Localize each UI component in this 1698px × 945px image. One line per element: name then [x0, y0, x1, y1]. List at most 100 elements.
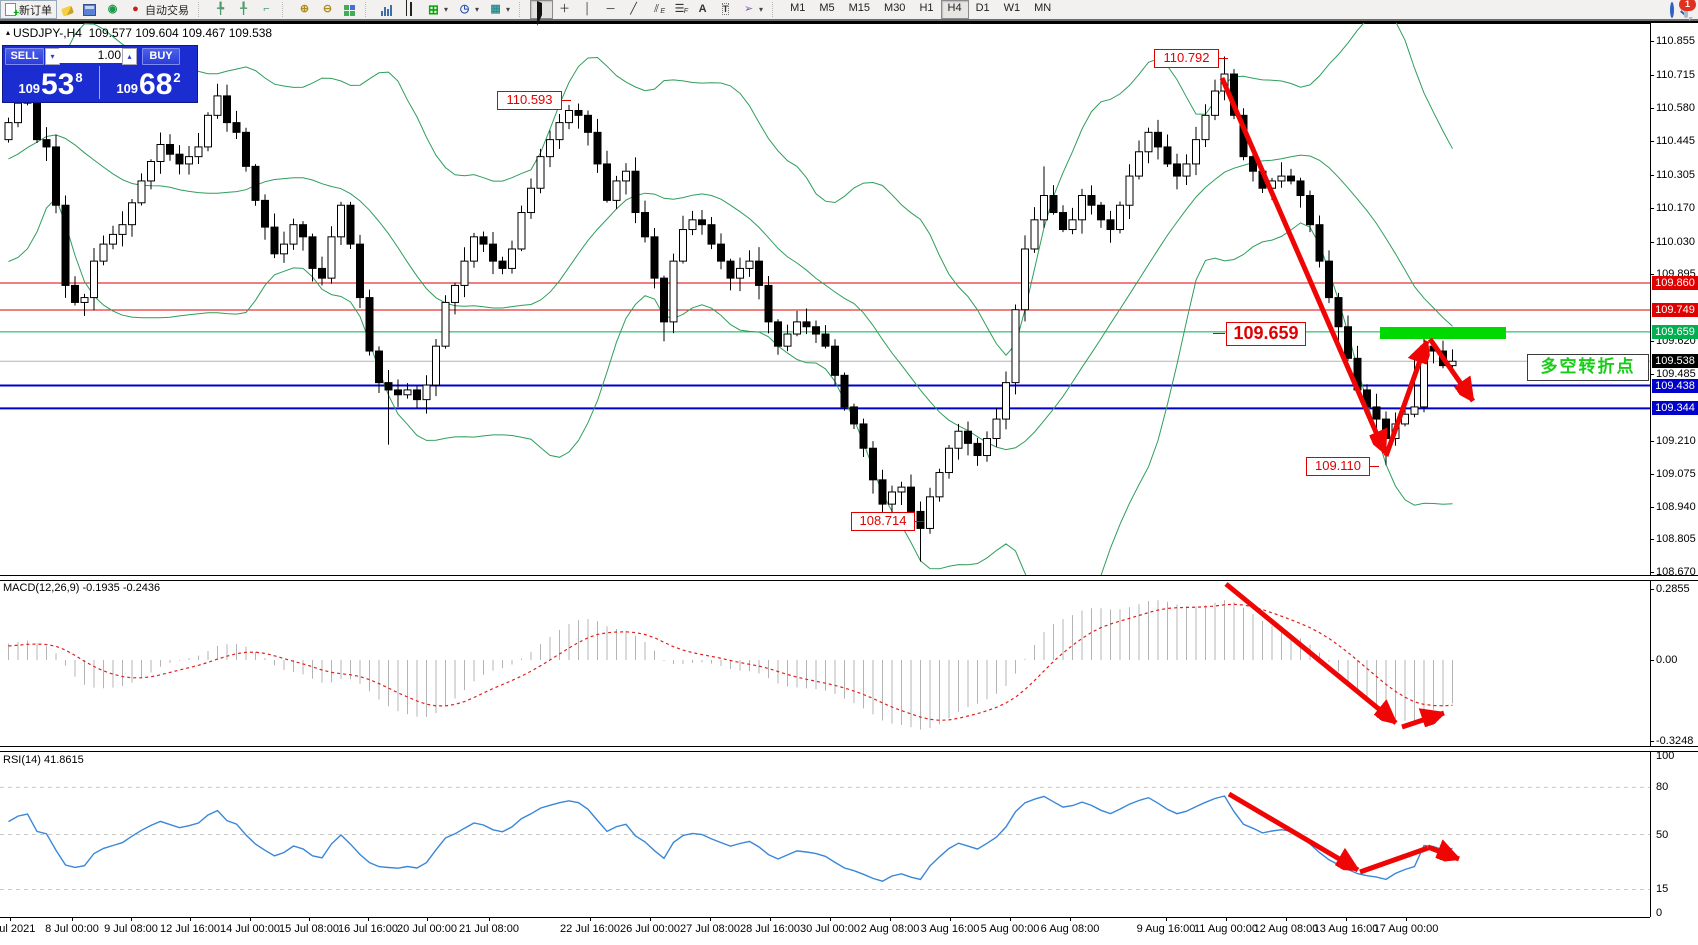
- macd-tick-label: -0.3248: [1656, 735, 1694, 748]
- timeframe-m30[interactable]: M30: [884, 2, 906, 14]
- price-tick-mark: [1650, 274, 1654, 276]
- time-tick-mark: [72, 917, 73, 921]
- timeframe-mn[interactable]: MN: [1034, 2, 1052, 14]
- turning-point-label[interactable]: 多空转折点: [1527, 354, 1649, 381]
- crosshair-chart-button[interactable]: ╄: [209, 0, 232, 19]
- volume-decrease-button[interactable]: ▾: [45, 48, 60, 65]
- toolbar-separator: [772, 2, 780, 17]
- marker-tool-button[interactable]: [57, 0, 78, 19]
- chart-window[interactable]: ▴ USDJPY-,H4 109.577 109.604 109.467 109.…: [0, 21, 1698, 945]
- candle-chart-button[interactable]: [399, 0, 422, 19]
- price-tick-label: 109.075: [1656, 467, 1696, 480]
- trendline-tool-button[interactable]: ╱: [622, 0, 645, 19]
- price-label-109.110[interactable]: 109.110: [1306, 457, 1370, 476]
- buy-price[interactable]: 109 68 2: [116, 68, 181, 101]
- cursor-tool-button[interactable]: [530, 0, 554, 26]
- chart-cross-icon: ╄: [217, 3, 224, 15]
- new-order-button[interactable]: + 新订单: [0, 0, 57, 19]
- timeframe-m5[interactable]: M5: [819, 2, 835, 14]
- volume-input[interactable]: 1.00: [59, 48, 125, 63]
- timeframe-h4[interactable]: H4: [940, 0, 969, 19]
- label-tool-button[interactable]: T: [714, 0, 737, 19]
- price-label-110.792[interactable]: 110.792: [1154, 49, 1219, 68]
- market-watch-button[interactable]: [78, 0, 101, 19]
- price-tick-label: 110.445: [1656, 134, 1695, 147]
- price-axis-line: [1650, 23, 1651, 917]
- channel-tool-button[interactable]: ⫽ E: [645, 0, 668, 19]
- zoom-out-button[interactable]: ⊖: [316, 0, 339, 19]
- main-macd-separator[interactable]: [0, 575, 1698, 581]
- chart-title: ▴ USDJPY-,H4 109.577 109.604 109.467 109.…: [6, 26, 273, 40]
- broadcast-button[interactable]: ◉: [101, 0, 124, 19]
- timeframe-h1[interactable]: H1: [919, 2, 934, 14]
- timeframe-m1[interactable]: M1: [790, 2, 806, 14]
- price-tick-mark: [1650, 75, 1654, 77]
- time-tick-label: 9 Aug 16:00: [1136, 923, 1196, 935]
- timeframe-d1[interactable]: D1: [975, 2, 990, 14]
- rsi-panel[interactable]: [0, 750, 1650, 917]
- dropdown-caret-icon: ▾: [506, 5, 511, 14]
- time-tick-mark: [10, 917, 11, 921]
- search-button[interactable]: [1670, 1, 1674, 18]
- price-tick-label: 108.940: [1656, 500, 1696, 513]
- chart-cross2-icon: ╀: [240, 3, 247, 15]
- timeframe-w1[interactable]: W1: [1003, 2, 1021, 14]
- time-tick-mark: [1166, 917, 1167, 921]
- crosshair-tool-button[interactable]: ＋: [553, 0, 576, 19]
- price-label-110.593[interactable]: 110.593: [497, 91, 562, 110]
- time-tick-mark: [890, 917, 891, 921]
- notifications-button[interactable]: 1: [1679, 0, 1696, 18]
- time-tick-label: 6 Aug 08:00: [1040, 923, 1100, 935]
- price-badge-109.659: 109.659: [1652, 324, 1698, 339]
- fibonacci-icon: ☰ F: [674, 3, 689, 15]
- text-tool-button[interactable]: A: [691, 0, 714, 19]
- fibonacci-tool-button[interactable]: ☰ F: [668, 0, 691, 19]
- toolbar-separator: [282, 2, 290, 17]
- macd-rsi-separator[interactable]: [0, 746, 1698, 752]
- hline-tool-button[interactable]: ─: [599, 0, 622, 19]
- template-button[interactable]: ▦ ▾: [484, 0, 515, 19]
- broadcast-icon: ◉: [107, 3, 118, 15]
- price-badge-109.538: 109.538: [1652, 354, 1698, 369]
- bar-chart-button[interactable]: [376, 0, 399, 19]
- label-connector: [561, 100, 571, 101]
- period-button[interactable]: ◷ ▾: [453, 0, 484, 19]
- chart-line-button[interactable]: ⌐: [255, 0, 278, 19]
- price-tick-label: 110.580: [1656, 102, 1695, 115]
- time-tick-label: 30 Jul 00:00: [800, 923, 860, 935]
- dropdown-caret-icon: ▾: [475, 5, 480, 14]
- rsi-line: [8, 795, 1453, 882]
- sell-price[interactable]: 109 53 8: [18, 68, 83, 101]
- autotrade-button[interactable]: ● 自动交易: [124, 0, 194, 19]
- shapes-tool-button[interactable]: ➢ ▾: [737, 0, 768, 19]
- new-order-icon: +: [5, 3, 19, 19]
- time-tick-mark: [650, 917, 651, 921]
- bollinger-band-middle: [8, 134, 1453, 451]
- buy-button[interactable]: BUY: [142, 48, 180, 65]
- time-tick-label: 12 Aug 08:00: [1253, 923, 1319, 935]
- vline-tool-button[interactable]: │: [576, 0, 599, 19]
- timeframe-m15[interactable]: M15: [848, 2, 871, 14]
- zoom-in-button[interactable]: ⊕: [293, 0, 316, 19]
- price-label-108.714[interactable]: 108.714: [851, 512, 915, 531]
- add-indicator-button[interactable]: ⊞ ▾: [422, 0, 453, 19]
- one-click-trading-panel: SELL ▾ 1.00 ▴ BUY 109 53 8 109 68 2: [2, 45, 198, 103]
- green-highlight-rect[interactable]: [1380, 327, 1506, 339]
- rsi-tick-label: 80: [1656, 781, 1669, 794]
- sell-button[interactable]: SELL: [5, 48, 44, 65]
- window-icon: [83, 4, 96, 16]
- frame-top: [0, 21, 1698, 23]
- price-label-109.659[interactable]: 109.659: [1226, 322, 1306, 346]
- shapes-icon: ➢: [743, 3, 754, 15]
- time-tick-mark: [427, 917, 428, 921]
- tile-windows-button[interactable]: [339, 0, 361, 19]
- label-tool-icon: T: [721, 3, 730, 15]
- channel-icon: ⫽ E: [654, 3, 666, 15]
- volume-increase-button[interactable]: ▴: [122, 48, 137, 65]
- time-tick-mark: [950, 917, 951, 921]
- price-badge-109.749: 109.749: [1652, 302, 1698, 317]
- crosshair-chart2-button[interactable]: ╀: [232, 0, 255, 19]
- price-tick-mark: [1650, 506, 1654, 508]
